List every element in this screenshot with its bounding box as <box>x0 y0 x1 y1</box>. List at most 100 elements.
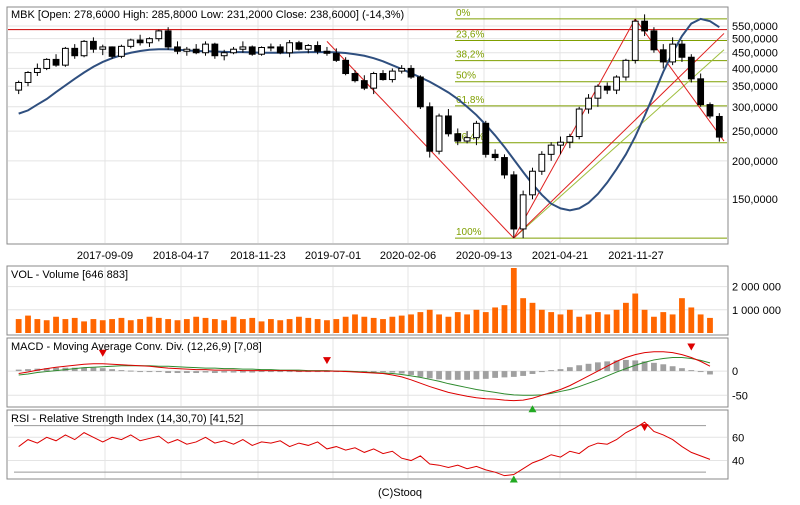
candle-body <box>239 46 247 50</box>
volume-bar <box>613 309 620 333</box>
candle-body <box>43 58 51 69</box>
candle-body <box>202 43 209 54</box>
volume-bar <box>604 314 611 333</box>
macd-histogram-bar <box>183 371 190 374</box>
candle-body <box>678 43 686 58</box>
volume-bar <box>127 320 134 333</box>
fibonacci-level-label: 0% <box>456 8 471 19</box>
macd-histogram-bar <box>576 365 583 372</box>
macd-histogram-bar <box>538 371 545 373</box>
volume-bar <box>389 316 396 333</box>
volume-bar <box>15 319 22 333</box>
volume-bar <box>249 317 256 333</box>
volume-bar <box>557 314 564 333</box>
volume-bar <box>53 316 59 333</box>
macd-panel-frame <box>6 337 729 408</box>
volume-bar <box>398 315 405 333</box>
volume-bar <box>258 321 265 333</box>
price-tick-label: 250,0000 <box>732 126 778 138</box>
macd-histogram-bar <box>174 371 181 374</box>
candle-body <box>613 76 620 91</box>
candle-body <box>426 106 434 152</box>
candle-body <box>631 20 639 61</box>
macd-histogram-bar <box>90 367 97 372</box>
macd-histogram-bar <box>445 371 452 380</box>
volume-tick-label: 2 000 000 <box>732 282 781 294</box>
volume-bar <box>286 319 293 333</box>
candle-body <box>370 73 378 89</box>
macd-histogram-bar <box>660 364 667 372</box>
macd-histogram-bar <box>277 371 284 373</box>
candle-body <box>510 174 518 230</box>
buy-signal-icon <box>509 475 518 483</box>
volume-bar <box>623 302 629 333</box>
candle-body <box>547 144 555 155</box>
sell-signal-icon <box>687 343 696 351</box>
x-tick-label: 2021-04-21 <box>532 250 588 262</box>
macd-line <box>18 351 711 402</box>
macd-histogram-bar <box>492 371 499 378</box>
macd-histogram-bar <box>202 371 209 373</box>
macd-histogram-bar <box>137 371 144 373</box>
price-tick-label: 150,0000 <box>732 194 778 206</box>
x-tick-label: 2021-11-27 <box>608 250 663 262</box>
price-tick-label: 350,0000 <box>732 81 778 93</box>
volume-bar <box>174 320 181 333</box>
macd-histogram-bar <box>566 367 573 372</box>
uptrend-line <box>513 18 636 239</box>
volume-bar <box>165 319 172 333</box>
candle-body <box>603 85 611 91</box>
candle-body <box>192 48 200 54</box>
volume-bar <box>333 319 340 333</box>
candle-body <box>99 46 107 50</box>
volume-bar <box>155 317 162 333</box>
volume-bar <box>268 319 274 333</box>
candle-body <box>463 137 471 142</box>
volume-bar <box>90 319 97 333</box>
candle-body <box>220 52 228 57</box>
candle-body <box>183 48 191 52</box>
macd-histogram-bar <box>389 371 396 373</box>
macd-histogram-bar <box>594 362 601 372</box>
candle-body <box>108 46 116 57</box>
volume-bar <box>99 320 106 333</box>
macd-histogram-bar <box>146 371 153 373</box>
buy-signal-icon <box>528 405 537 413</box>
volume-bar <box>417 312 424 333</box>
candle-body <box>248 46 256 55</box>
x-tick-label: 2017-09-09 <box>77 250 133 262</box>
macd-histogram-bar <box>99 368 106 372</box>
price-tick-label: 450,0000 <box>732 48 778 60</box>
volume-bar <box>183 319 190 333</box>
price-tick-label: 200,0000 <box>732 156 778 168</box>
candle-body <box>127 39 135 47</box>
candle-body <box>286 42 293 54</box>
candle-body <box>24 71 32 83</box>
macd-histogram-bar <box>501 371 508 378</box>
candle-body <box>90 40 97 50</box>
candle-body <box>155 30 163 40</box>
macd-histogram-bar <box>249 371 256 373</box>
candle-body <box>501 157 508 176</box>
volume-bar <box>641 309 648 333</box>
volume-tick-label: 1 000 000 <box>732 305 781 317</box>
volume-bar <box>71 317 78 333</box>
moving-average-line <box>18 17 720 212</box>
downtrend-line <box>634 18 725 142</box>
rsi-tick-label: 60 <box>732 432 744 444</box>
volume-panel-header: VOL - Volume [646 883] <box>11 269 128 281</box>
candle-body <box>267 46 275 49</box>
x-tick-label: 2019-07-01 <box>305 250 361 262</box>
candle-body <box>491 153 499 159</box>
candle-body <box>650 30 658 51</box>
volume-panel-frame <box>6 265 729 336</box>
candle-body <box>323 50 331 54</box>
volume-bar <box>510 268 517 333</box>
x-tick-label: 2020-02-06 <box>380 250 436 262</box>
volume-bar <box>230 316 237 333</box>
volume-bar <box>594 312 601 333</box>
macd-histogram-bar <box>426 371 433 379</box>
candle-body <box>641 20 648 32</box>
